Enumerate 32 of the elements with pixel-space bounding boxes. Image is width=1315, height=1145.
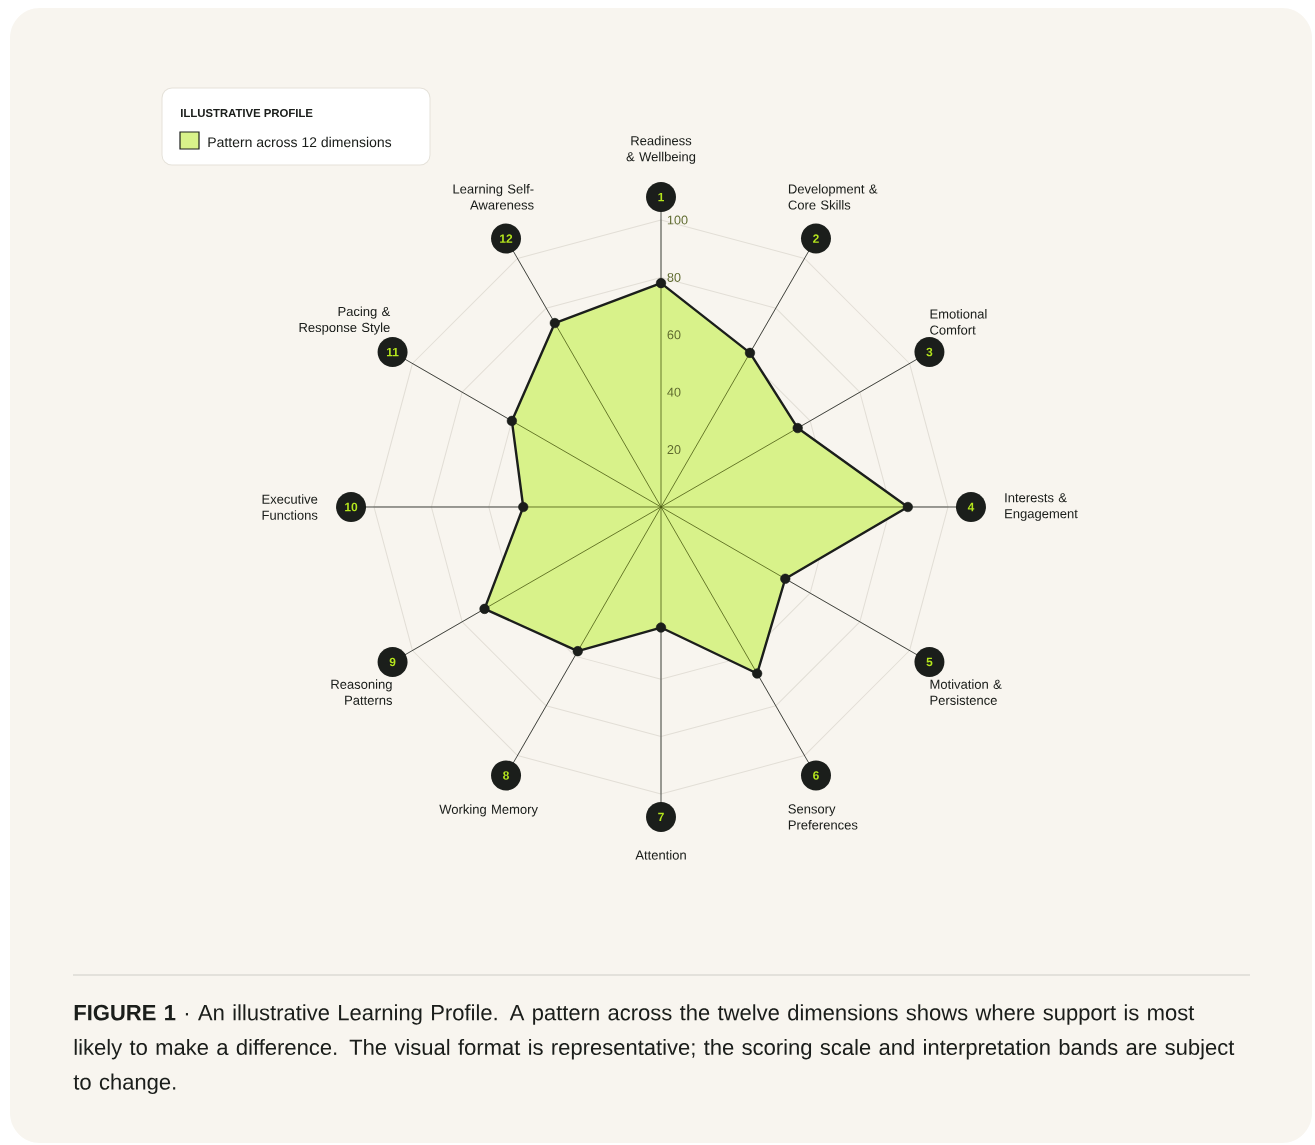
text: 4 bbox=[967, 502, 975, 512]
text: 5 bbox=[926, 657, 933, 667]
text: 6 bbox=[813, 771, 819, 780]
text: 1 bbox=[658, 192, 664, 202]
spoke-label: Development & Core Skills bbox=[788, 184, 878, 210]
spoke-label: Attention bbox=[635, 850, 686, 860]
text: 11 bbox=[386, 347, 399, 357]
spoke-label: Learning Self-Awareness bbox=[453, 184, 534, 210]
text: 9 bbox=[389, 657, 396, 667]
y-tick-label: 20 bbox=[667, 445, 681, 455]
spoke-label: Sensory Preferences bbox=[788, 804, 858, 830]
y-tick-label: 80 bbox=[667, 272, 681, 282]
text: 3 bbox=[926, 347, 933, 357]
spoke-label: Executive Functions bbox=[262, 494, 318, 520]
spoke-label: Interests & Engagement bbox=[1005, 493, 1078, 521]
spoke-label: Pacing & Response Style bbox=[299, 306, 391, 335]
text: 2 bbox=[813, 234, 819, 243]
spoke-label: Reasoning Patterns bbox=[331, 679, 393, 705]
legend-label: Pattern across 12 dimensions bbox=[208, 136, 392, 148]
spoke-label: Motivation & Persistence bbox=[930, 679, 1002, 705]
y-tick-label: 100 bbox=[667, 215, 688, 225]
text: 7 bbox=[658, 812, 664, 822]
legend-title: ILLUSTRATIVE PROFILE bbox=[181, 108, 313, 117]
text: 10 bbox=[345, 502, 358, 512]
text: FIGURE 1 · An illustrative Learning Profile. A pattern across the twelve dimensions shows where support is most likely to make a difference. The visual format is representative; the scoring scale and interpretation bands are subject to change. bbox=[73, 1004, 1235, 1095]
y-tick-label: 40 bbox=[667, 387, 681, 397]
text: 8 bbox=[503, 771, 509, 780]
spoke-label: Working Memory bbox=[439, 804, 538, 817]
y-tick-label: 60 bbox=[667, 330, 681, 340]
spoke-label: Emotional Comfort bbox=[930, 309, 987, 335]
spoke-label: Readiness & Wellbeing bbox=[626, 135, 696, 164]
text: 12 bbox=[500, 234, 513, 243]
